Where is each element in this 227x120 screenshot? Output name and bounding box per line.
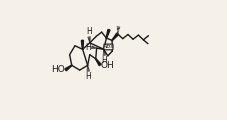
- Text: Abs: Abs: [103, 44, 114, 49]
- Text: H: H: [85, 43, 91, 52]
- Text: HO: HO: [51, 65, 65, 74]
- Text: H: H: [85, 72, 91, 81]
- Polygon shape: [65, 65, 72, 71]
- Text: H: H: [101, 56, 107, 65]
- Text: OH: OH: [101, 61, 114, 70]
- Polygon shape: [81, 40, 84, 49]
- Polygon shape: [106, 29, 110, 38]
- FancyBboxPatch shape: [104, 44, 113, 50]
- Text: H: H: [86, 27, 92, 36]
- Polygon shape: [112, 33, 118, 41]
- Polygon shape: [96, 59, 101, 66]
